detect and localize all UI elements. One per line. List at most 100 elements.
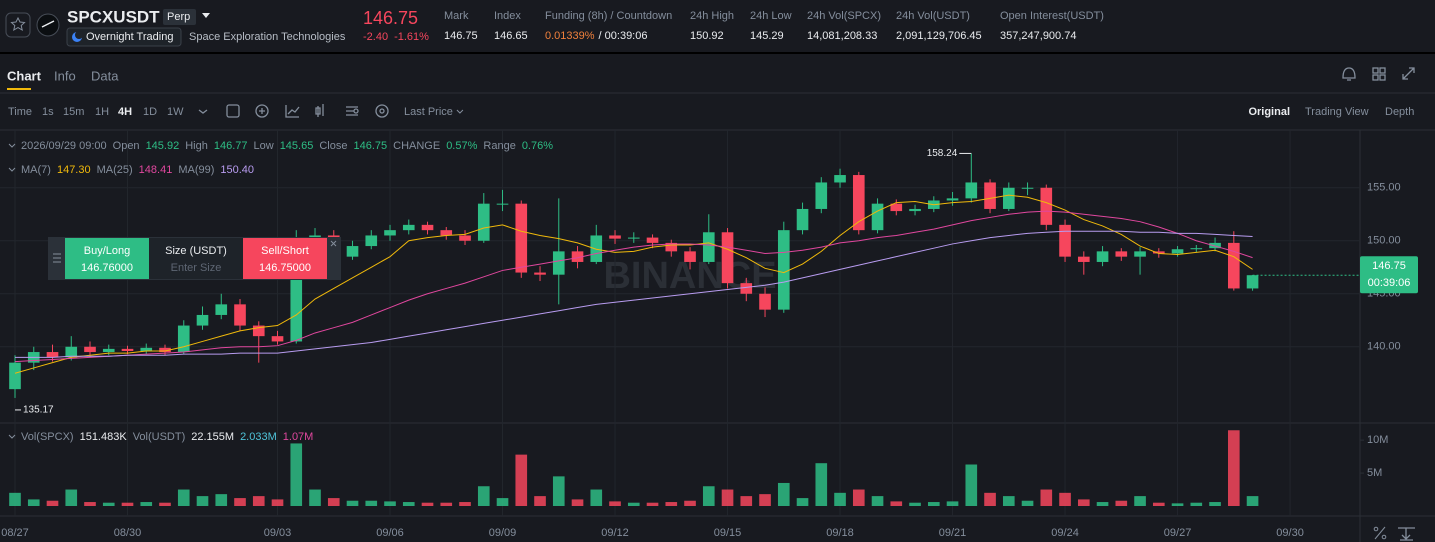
- volume-bar: [290, 443, 303, 506]
- candle-body: [571, 251, 584, 262]
- symbol: SPCXUSDT: [67, 7, 160, 26]
- interval[interactable]: 1s: [42, 106, 54, 118]
- volume-bar: [1040, 489, 1053, 506]
- y-tick-label: 140.00: [1367, 341, 1401, 353]
- buy-price: 146.76000: [81, 262, 133, 274]
- candle-body: [534, 272, 546, 275]
- candle-body: [346, 246, 359, 257]
- legend-label: CHANGE: [393, 140, 440, 152]
- stat-label: 24h Vol(USDT): [896, 10, 970, 22]
- add-icon[interactable]: [255, 104, 269, 118]
- expand-icon[interactable]: [1402, 67, 1415, 80]
- candle-icon[interactable]: [315, 104, 324, 117]
- volume-bar: [65, 489, 78, 506]
- volume-bar: [271, 499, 284, 506]
- stat-value: 0.01339%: [545, 30, 595, 42]
- candle-body: [140, 347, 153, 351]
- candle-body: [459, 235, 471, 241]
- volume-bar: [1059, 492, 1071, 506]
- badge-text: Perp: [167, 11, 190, 23]
- interval[interactable]: 1H: [95, 106, 109, 118]
- volume-value: 151.483K: [80, 431, 128, 443]
- candle-body: [740, 283, 753, 294]
- legend-label: Low: [254, 140, 274, 152]
- view-tab[interactable]: Depth: [1385, 106, 1414, 118]
- interval[interactable]: 1W: [167, 106, 184, 118]
- percent-icon[interactable]: [1374, 526, 1386, 540]
- interval[interactable]: 1D: [143, 106, 157, 118]
- price-type[interactable]: Last Price: [404, 106, 453, 118]
- ma-value: 148.41: [139, 164, 173, 176]
- legend-value: 145.92: [146, 140, 180, 152]
- volume-bar: [1209, 502, 1221, 506]
- volume-bar: [440, 502, 453, 506]
- volume-bar: [609, 501, 621, 506]
- volume-bar: [721, 489, 734, 506]
- sell-button[interactable]: [243, 238, 327, 279]
- low-label: 135.17: [23, 405, 54, 416]
- volume-bar: [309, 489, 321, 506]
- grid-icon[interactable]: [1372, 67, 1379, 74]
- drag-handle[interactable]: [53, 253, 61, 263]
- candle-body: [1171, 249, 1184, 254]
- candle-body: [177, 325, 190, 353]
- settings-icon[interactable]: [346, 106, 358, 116]
- candle-body: [721, 232, 734, 284]
- indicator-icon[interactable]: [285, 105, 300, 118]
- volume-bar: [834, 492, 846, 506]
- view-tab[interactable]: Trading View: [1305, 106, 1369, 118]
- candle-body: [1152, 251, 1165, 254]
- close-icon[interactable]: [330, 240, 337, 247]
- tab[interactable]: Data: [91, 68, 119, 83]
- instrument-name: Space Exploration Technologies: [189, 31, 346, 43]
- calendar-icon[interactable]: [226, 104, 240, 118]
- volume-bar: [927, 502, 940, 506]
- view-tab[interactable]: Original: [1248, 106, 1290, 118]
- candle-body: [1190, 248, 1203, 250]
- interval[interactable]: 4H: [118, 106, 132, 118]
- candle-body: [402, 224, 415, 231]
- tag: [66, 27, 182, 47]
- ma-name: MA(7): [21, 164, 51, 176]
- size-input[interactable]: [149, 238, 243, 279]
- candle-body: [1134, 251, 1146, 257]
- template-icon[interactable]: [375, 104, 389, 118]
- favorite-button[interactable]: [5, 12, 31, 38]
- volume-bar: [852, 489, 865, 506]
- candle-body: [1077, 256, 1090, 262]
- volume-bar: [909, 502, 921, 506]
- volume-bar: [1096, 502, 1109, 506]
- volume-bar: [590, 489, 603, 506]
- trade-panel: Buy/Long 146.76000 Size (USDT) Enter Size Se…: [48, 237, 341, 280]
- percent-icon: [1381, 534, 1387, 540]
- candle-body: [1096, 251, 1109, 262]
- stat-label: Funding (8h) / Countdown: [545, 10, 672, 22]
- candle-body: [1227, 242, 1240, 289]
- stat-label: 24h Low: [750, 10, 792, 22]
- buy-button[interactable]: [65, 238, 149, 279]
- ma-line: [14, 210, 1253, 363]
- volume-bar: [759, 494, 771, 506]
- volume-bar: [1134, 496, 1146, 506]
- x-tick-label: 09/21: [939, 527, 967, 539]
- tab[interactable]: Chart: [7, 68, 42, 83]
- interval[interactable]: 15m: [63, 106, 84, 118]
- legend-value: 146.77: [214, 140, 248, 152]
- x-tick-label: 09/24: [1051, 527, 1079, 539]
- volume-bar: [196, 496, 209, 506]
- dropdown-icon[interactable]: [198, 109, 208, 114]
- x-tick-label: 09/30: [1276, 527, 1304, 539]
- volume-bar: [571, 499, 584, 506]
- candle-body: [590, 235, 603, 262]
- dropdown-icon[interactable]: [202, 13, 210, 18]
- candle-body: [646, 237, 659, 243]
- candle-body: [65, 346, 78, 358]
- scale-icon[interactable]: [1398, 527, 1415, 541]
- bell-icon[interactable]: [1342, 67, 1356, 81]
- volume-bar: [534, 496, 546, 506]
- candle-body: [196, 314, 209, 326]
- tab[interactable]: Info: [54, 68, 76, 83]
- volume-bar: [27, 499, 40, 506]
- stat-label: Open Interest(USDT): [1000, 10, 1104, 22]
- candle-body: [496, 203, 509, 205]
